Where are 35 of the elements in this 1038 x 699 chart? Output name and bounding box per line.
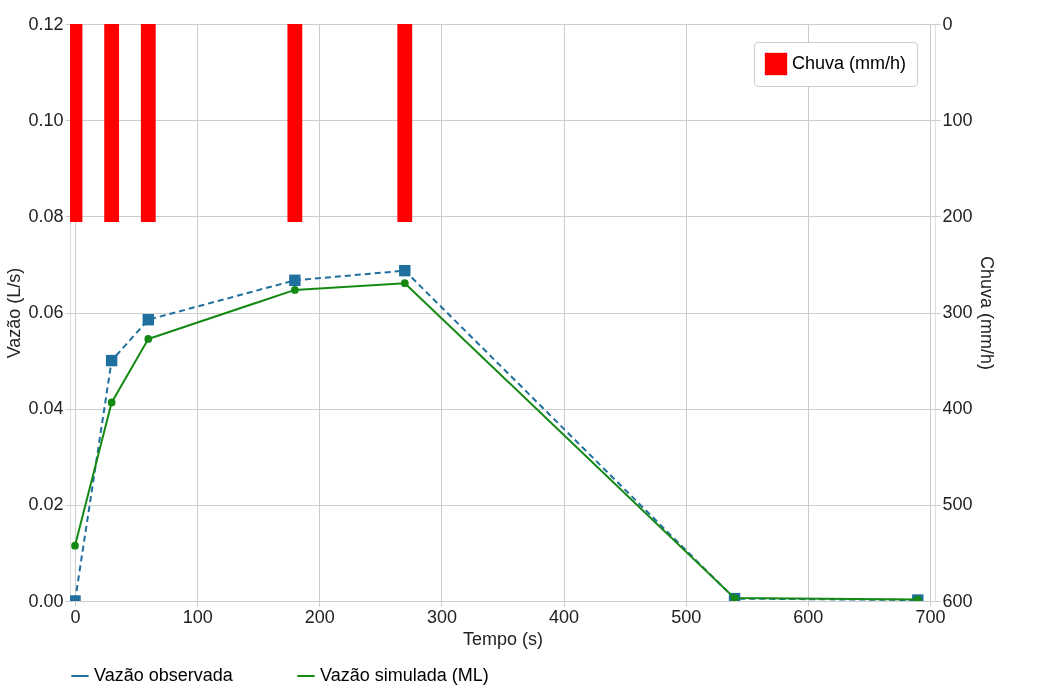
point <box>142 314 154 326</box>
point <box>144 335 153 343</box>
point <box>290 286 299 294</box>
y2-tick-label: 0 <box>942 13 953 34</box>
x-tick-label: 300 <box>426 606 457 627</box>
x-tick-label: 100 <box>182 606 213 627</box>
x-tick-label: 500 <box>671 606 702 627</box>
point <box>105 354 118 367</box>
x-tick-label: 600 <box>793 606 824 627</box>
y-tick-label: 0.12 <box>28 13 64 34</box>
x-tick-label: 0 <box>70 606 81 627</box>
legend-label: Vazão simulada (ML) <box>320 665 489 685</box>
y2-tick-label: 300 <box>942 302 973 322</box>
y2-tick-label: 100 <box>942 109 973 130</box>
legend-label: Vazão observada <box>94 665 234 685</box>
y2-tick-label: 400 <box>942 398 973 419</box>
point <box>399 264 411 277</box>
x-tick-label: 400 <box>549 606 580 627</box>
point <box>107 398 116 407</box>
y2-axis-title: Chuva (mm/h) <box>976 255 997 371</box>
y-tick-label: 0.04 <box>28 398 64 419</box>
point <box>289 274 301 286</box>
y-tick-label: 0.00 <box>28 590 64 611</box>
y2-tick-label: 500 <box>942 494 973 515</box>
y2-tick-label: 200 <box>942 205 973 226</box>
legend-label: Chuva (mm/h) <box>792 53 907 73</box>
y-tick-label: 0.10 <box>28 109 64 130</box>
y-axis-title: Vazão (L/s) <box>4 267 25 359</box>
point <box>400 279 409 288</box>
point <box>71 541 79 550</box>
y-tick-label: 0.02 <box>28 494 64 515</box>
y-tick-label: 0.06 <box>28 302 64 322</box>
y-tick-label: 0.08 <box>28 205 64 226</box>
x-axis-title: Tempo (s) <box>462 628 544 649</box>
x-tick-label: 200 <box>304 606 335 627</box>
